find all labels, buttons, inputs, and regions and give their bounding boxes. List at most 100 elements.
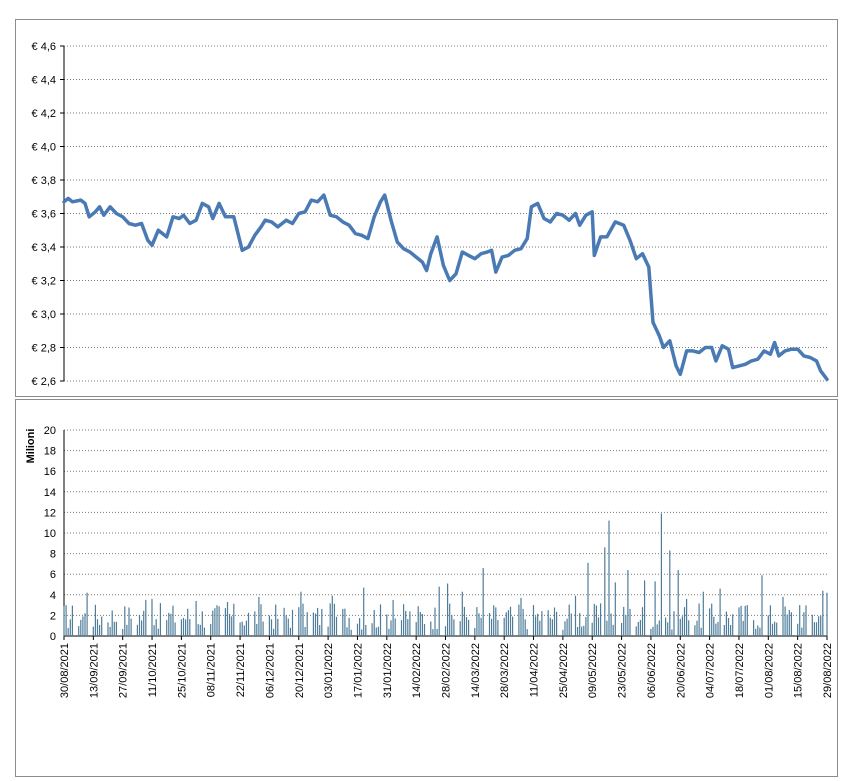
volume-bar xyxy=(495,607,497,636)
volume-y-tick-label: 4 xyxy=(50,590,56,602)
volume-y-tick-label: 6 xyxy=(50,569,56,581)
volume-bar xyxy=(195,601,197,636)
volume-bar xyxy=(526,629,528,636)
volume-bar xyxy=(755,628,757,636)
volume-bar xyxy=(233,603,235,636)
volume-bar xyxy=(652,626,654,636)
volume-bar xyxy=(478,613,480,636)
volume-bar xyxy=(665,617,667,636)
volume-bar xyxy=(168,612,170,636)
volume-bar xyxy=(283,607,285,636)
volume-bar xyxy=(438,586,440,636)
volume-bar xyxy=(300,591,302,636)
volume-bar xyxy=(788,610,790,636)
volume-bar xyxy=(67,627,69,636)
volume-bar xyxy=(298,607,300,636)
volume-bar xyxy=(696,620,698,636)
volume-bar xyxy=(170,613,172,636)
volume-y-tick-label: 10 xyxy=(44,528,56,540)
volume-bar xyxy=(761,575,763,636)
volume-bar xyxy=(711,603,713,636)
volume-x-tick-label: 14/02/2022 xyxy=(411,643,423,698)
volume-x-tick-label: 23/05/2022 xyxy=(617,643,629,698)
volume-y-tick-label: 14 xyxy=(44,487,56,499)
volume-y-axis-label: Milioni xyxy=(25,429,37,464)
volume-bar xyxy=(447,583,449,636)
volume-bar xyxy=(562,629,564,636)
volume-bar xyxy=(715,623,717,636)
volume-bar xyxy=(69,619,71,636)
volume-bar xyxy=(245,620,247,636)
volume-bar xyxy=(291,609,294,636)
volume-bar xyxy=(759,627,761,636)
volume-bar xyxy=(371,623,373,636)
volume-bar xyxy=(277,618,279,636)
volume-bar xyxy=(700,627,702,636)
volume-bar xyxy=(434,607,436,636)
volume-x-tick-label: 11/04/2022 xyxy=(529,643,541,697)
volume-bar xyxy=(476,607,478,636)
volume-bar xyxy=(585,617,587,636)
volume-bar xyxy=(600,603,602,636)
volume-bar xyxy=(656,624,658,636)
volume-x-tick-label: 18/07/2022 xyxy=(734,643,746,698)
volume-bar xyxy=(199,624,201,636)
volume-bar xyxy=(757,625,759,636)
volume-bar xyxy=(409,611,411,636)
volume-bar xyxy=(155,619,157,636)
volume-bar xyxy=(593,603,595,636)
volume-bar xyxy=(350,629,352,636)
volume-x-tick-label: 11/10/2021 xyxy=(147,643,159,697)
volume-bar xyxy=(258,596,260,636)
volume-bar xyxy=(136,624,138,636)
volume-bar xyxy=(717,621,719,636)
volume-bar xyxy=(629,608,631,636)
volume-bar xyxy=(321,608,323,636)
volume-bar xyxy=(386,614,388,636)
volume-bar xyxy=(157,628,159,636)
volume-bar xyxy=(229,614,231,636)
volume-bar xyxy=(604,547,606,636)
volume-bar xyxy=(790,612,792,636)
volume-bar xyxy=(623,606,625,636)
volume-bar xyxy=(306,612,308,636)
volume-bar xyxy=(363,587,365,636)
volume-bar xyxy=(553,607,556,636)
volume-bar xyxy=(78,626,80,636)
volume-bar xyxy=(423,624,426,636)
price-y-tick-label: € 4,6 xyxy=(32,41,56,53)
volume-bar xyxy=(801,627,803,636)
volume-bar xyxy=(813,622,815,636)
volume-bar xyxy=(570,613,572,636)
volume-y-tick-label: 18 xyxy=(44,446,56,458)
volume-bar xyxy=(503,617,505,636)
volume-bar xyxy=(419,612,421,636)
volume-bar xyxy=(275,604,277,636)
volume-bar xyxy=(744,605,746,636)
volume-bar xyxy=(331,595,333,636)
volume-bar xyxy=(482,568,484,636)
volume-bar xyxy=(80,619,82,636)
volume-bar xyxy=(153,625,155,636)
volume-bar xyxy=(453,619,455,636)
volume-bar xyxy=(610,613,612,636)
volume-x-tick-label: 14/03/2022 xyxy=(470,643,482,698)
volume-bar xyxy=(317,607,319,636)
volume-bar xyxy=(111,610,113,636)
volume-bar xyxy=(65,605,67,636)
volume-bar xyxy=(226,602,229,636)
volume-bar xyxy=(287,618,289,636)
volume-x-tick-label: 31/01/2022 xyxy=(382,643,394,698)
volume-bar xyxy=(388,628,390,636)
volume-bar xyxy=(547,610,549,636)
volume-bar xyxy=(612,624,614,636)
volume-x-tick-label: 30/08/2021 xyxy=(59,643,71,698)
volume-x-tick-label: 25/04/2022 xyxy=(558,643,570,698)
volume-bar xyxy=(335,616,338,636)
volume-x-tick-label: 28/03/2022 xyxy=(499,643,511,698)
volume-bar xyxy=(535,616,537,636)
volume-bar xyxy=(742,620,744,636)
volume-bar xyxy=(537,613,539,636)
volume-bar xyxy=(753,620,755,636)
volume-bar xyxy=(468,619,470,636)
